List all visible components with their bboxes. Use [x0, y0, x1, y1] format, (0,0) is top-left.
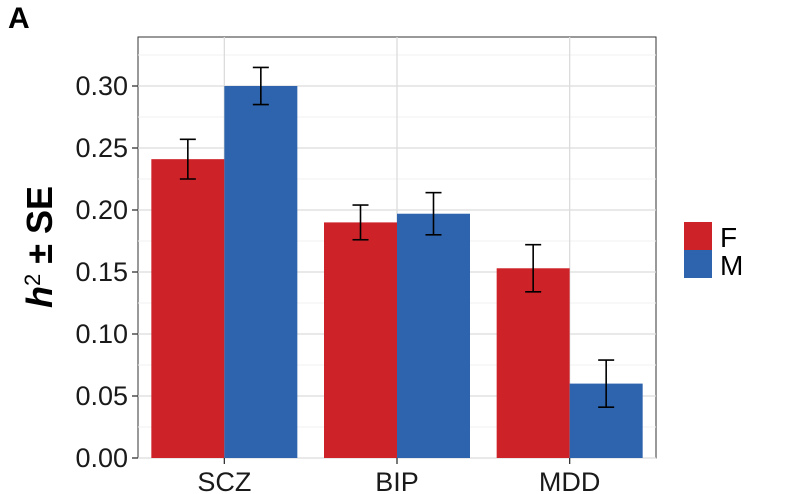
legend: FM — [684, 222, 743, 281]
y-tick-label: 0.05 — [75, 381, 128, 411]
x-tick-label: BIP — [375, 467, 419, 494]
y-axis-title: h2 ± SE — [19, 186, 60, 308]
y-axis-title-rest: ± SE — [19, 186, 60, 274]
y-tick-label: 0.00 — [75, 443, 128, 473]
legend-key-f — [684, 222, 712, 250]
x-axis: SCZ BIP MDD — [197, 458, 600, 494]
y-tick-label: 0.10 — [75, 319, 128, 349]
x-tick-label: SCZ — [197, 467, 251, 494]
legend-label-m: M — [720, 250, 743, 281]
bar-mdd-f — [496, 268, 570, 458]
y-tick-label: 0.15 — [75, 257, 128, 287]
error-bars — [179, 66, 615, 408]
legend-label-f: F — [720, 222, 737, 253]
bar-scz-f — [151, 159, 225, 458]
y-axis: 0.00 0.05 0.10 0.15 0.20 0.25 0.30 — [75, 71, 138, 473]
y-tick-label: 0.30 — [75, 71, 128, 101]
y-axis-title-sup: 2 — [20, 274, 45, 286]
y-tick-label: 0.25 — [75, 133, 128, 163]
y-axis-title-base: h — [19, 286, 60, 308]
bar-bip-m — [397, 213, 470, 458]
bar-bip-f — [324, 222, 397, 458]
y-tick-label: 0.20 — [75, 195, 128, 225]
x-tick-label: MDD — [539, 467, 601, 494]
bar-scz-m — [224, 86, 298, 458]
bars — [151, 86, 643, 458]
panel-label: A — [8, 2, 30, 35]
legend-key-m — [684, 250, 712, 278]
